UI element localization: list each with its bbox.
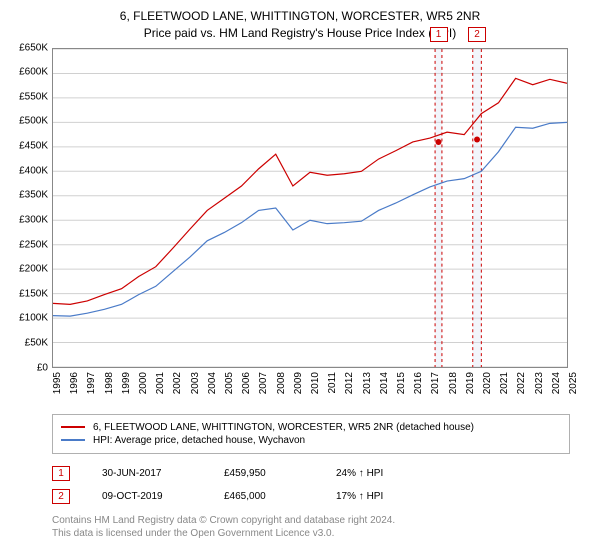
x-tick-label: 2009 [293,372,304,394]
sale-delta: 24% ↑ HPI [336,468,383,479]
legend-label: 6, FLEETWOOD LANE, WHITTINGTON, WORCESTE… [93,422,474,433]
footer: Contains HM Land Registry data © Crown c… [52,514,592,540]
x-tick-label: 1998 [104,372,115,394]
legend-label: HPI: Average price, detached house, Wych… [93,435,305,446]
y-tick-label: £250K [19,239,48,250]
x-tick-label: 2025 [568,372,579,394]
x-tick-label: 2018 [448,372,459,394]
y-tick-label: £550K [19,91,48,102]
x-tick-label: 2008 [276,372,287,394]
y-tick-label: £500K [19,116,48,127]
y-tick-label: £600K [19,67,48,78]
x-tick-label: 1995 [52,372,63,394]
sale-date: 30-JUN-2017 [102,468,192,479]
y-tick-label: £100K [19,313,48,324]
y-tick-label: £300K [19,214,48,225]
x-tick-label: 2012 [344,372,355,394]
marker-id-box: 1 [430,27,448,42]
marker-band [435,49,442,367]
sale-marker-dot [436,139,442,145]
x-tick-label: 2024 [551,372,562,394]
y-tick-label: £450K [19,141,48,152]
legend-row: HPI: Average price, detached house, Wych… [61,434,561,447]
x-axis: 1995 1996 1997 1998 1999 2000 2001 2002 2003 2004… [52,368,568,408]
x-tick-label: 2000 [138,372,149,394]
x-tick-label: 2017 [430,372,441,394]
y-tick-label: £200K [19,264,48,275]
sales-marker-id: 1 [52,466,70,481]
y-tick-label: £650K [19,42,48,53]
chart-subtitle: Price paid vs. HM Land Registry's House … [8,25,592,42]
chart-title-block: 6, FLEETWOOD LANE, WHITTINGTON, WORCESTE… [8,8,592,42]
footer-line2: This data is licensed under the Open Gov… [52,527,592,540]
sale-date: 09-OCT-2019 [102,491,192,502]
y-tick-label: £0 [37,362,48,373]
legend-swatch [61,439,85,441]
x-tick-label: 2010 [310,372,321,394]
x-tick-label: 2015 [396,372,407,394]
legend-row: 6, FLEETWOOD LANE, WHITTINGTON, WORCESTE… [61,421,561,434]
x-tick-label: 2001 [155,372,166,394]
x-tick-label: 2023 [534,372,545,394]
marker-band [473,49,482,367]
x-tick-label: 2005 [224,372,235,394]
x-tick-label: 2004 [207,372,218,394]
sale-price: £465,000 [224,491,304,502]
plot-region: 12 [52,48,568,368]
sale-marker-dot [474,136,480,142]
x-tick-label: 1997 [86,372,97,394]
plot-svg [53,49,567,367]
x-tick-label: 2016 [413,372,424,394]
chart-area: £0 £50K £100K £150K £200K £250K £300K £350K £400… [8,48,568,408]
legend: 6, FLEETWOOD LANE, WHITTINGTON, WORCESTE… [52,414,570,454]
chart-title: 6, FLEETWOOD LANE, WHITTINGTON, WORCESTE… [8,8,592,25]
y-tick-label: £50K [25,337,48,348]
y-tick-label: £350K [19,190,48,201]
x-tick-label: 2019 [465,372,476,394]
legend-swatch [61,426,85,428]
x-tick-label: 2007 [258,372,269,394]
x-tick-label: 1996 [69,372,80,394]
x-tick-label: 2014 [379,372,390,394]
y-tick-label: £400K [19,165,48,176]
x-tick-label: 2006 [241,372,252,394]
x-tick-label: 2003 [190,372,201,394]
sales-row: 2 09-OCT-2019 £465,000 17% ↑ HPI [52,485,592,508]
x-tick-label: 2021 [499,372,510,394]
x-tick-label: 2020 [482,372,493,394]
sale-delta: 17% ↑ HPI [336,491,383,502]
sales-marker-id: 2 [52,489,70,504]
x-tick-label: 2002 [172,372,183,394]
series-hpi [53,122,567,316]
y-axis: £0£50K£100K£150K£200K£250K£300K£350K£400… [8,48,52,368]
series-property [53,78,567,304]
sales-table: 1 30-JUN-2017 £459,950 24% ↑ HPI 2 09-OCT-201… [52,462,592,508]
marker-id-box: 2 [468,27,486,42]
sale-price: £459,950 [224,468,304,479]
x-tick-label: 2011 [327,372,338,394]
x-tick-label: 1999 [121,372,132,394]
sales-row: 1 30-JUN-2017 £459,950 24% ↑ HPI [52,462,592,485]
y-tick-label: £150K [19,288,48,299]
footer-line1: Contains HM Land Registry data © Crown c… [52,514,592,527]
x-tick-label: 2013 [362,372,373,394]
x-tick-label: 2022 [516,372,527,394]
